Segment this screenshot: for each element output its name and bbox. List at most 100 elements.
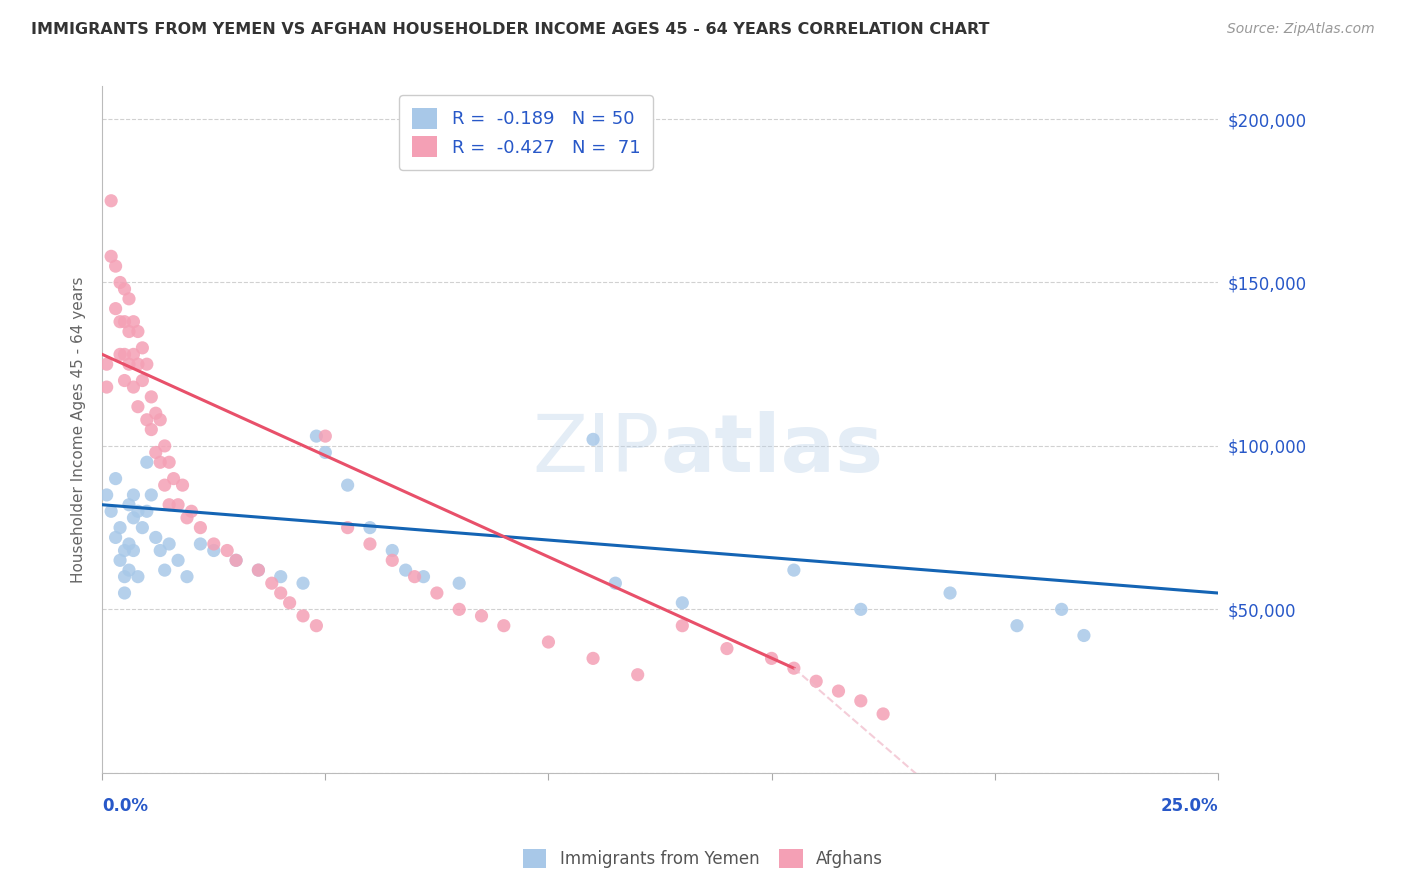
- Point: [872, 706, 894, 721]
- Point: [761, 651, 783, 665]
- Point: [190, 537, 212, 551]
- Point: [202, 543, 225, 558]
- Point: [247, 563, 270, 577]
- Point: [131, 341, 153, 355]
- Point: [176, 569, 198, 583]
- Point: [404, 569, 426, 583]
- Point: [141, 488, 163, 502]
- Point: [176, 511, 198, 525]
- Point: [783, 563, 806, 577]
- Point: [149, 543, 172, 558]
- Point: [114, 586, 136, 600]
- Point: [381, 543, 404, 558]
- Point: [118, 498, 141, 512]
- Point: [605, 576, 627, 591]
- Text: 0.0%: 0.0%: [103, 797, 148, 814]
- Point: [118, 292, 141, 306]
- Legend: Immigrants from Yemen, Afghans: Immigrants from Yemen, Afghans: [516, 842, 890, 875]
- Point: [135, 357, 157, 371]
- Point: [149, 413, 172, 427]
- Point: [671, 596, 693, 610]
- Point: [492, 618, 515, 632]
- Point: [426, 586, 449, 600]
- Point: [131, 521, 153, 535]
- Point: [141, 390, 163, 404]
- Point: [127, 569, 149, 583]
- Point: [100, 504, 122, 518]
- Point: [278, 596, 301, 610]
- Point: [104, 531, 127, 545]
- Text: 25.0%: 25.0%: [1160, 797, 1218, 814]
- Point: [225, 553, 247, 567]
- Point: [157, 537, 180, 551]
- Point: [108, 553, 131, 567]
- Point: [247, 563, 270, 577]
- Point: [470, 608, 492, 623]
- Point: [359, 521, 381, 535]
- Point: [270, 569, 292, 583]
- Point: [135, 413, 157, 427]
- Text: Source: ZipAtlas.com: Source: ZipAtlas.com: [1227, 22, 1375, 37]
- Point: [217, 543, 239, 558]
- Point: [395, 563, 418, 577]
- Point: [135, 504, 157, 518]
- Point: [96, 488, 118, 502]
- Point: [108, 521, 131, 535]
- Point: [305, 618, 328, 632]
- Point: [167, 498, 190, 512]
- Point: [145, 406, 167, 420]
- Legend: R =  -0.189   N = 50, R =  -0.427   N =  71: R = -0.189 N = 50, R = -0.427 N = 71: [399, 95, 652, 169]
- Point: [180, 504, 202, 518]
- Text: atlas: atlas: [659, 411, 883, 489]
- Point: [1073, 628, 1095, 642]
- Point: [849, 602, 872, 616]
- Point: [153, 478, 176, 492]
- Point: [145, 531, 167, 545]
- Point: [359, 537, 381, 551]
- Point: [104, 259, 127, 273]
- Y-axis label: Householder Income Ages 45 - 64 years: Householder Income Ages 45 - 64 years: [72, 277, 86, 582]
- Point: [127, 504, 149, 518]
- Point: [449, 576, 471, 591]
- Point: [141, 423, 163, 437]
- Point: [100, 249, 122, 263]
- Point: [582, 433, 605, 447]
- Point: [225, 553, 247, 567]
- Point: [114, 282, 136, 296]
- Point: [157, 455, 180, 469]
- Point: [96, 357, 118, 371]
- Point: [827, 684, 849, 698]
- Point: [1005, 618, 1028, 632]
- Point: [202, 537, 225, 551]
- Point: [716, 641, 738, 656]
- Point: [314, 429, 336, 443]
- Point: [118, 563, 141, 577]
- Point: [114, 315, 136, 329]
- Point: [627, 667, 650, 681]
- Point: [135, 455, 157, 469]
- Point: [582, 651, 605, 665]
- Point: [806, 674, 828, 689]
- Point: [336, 478, 359, 492]
- Point: [108, 276, 131, 290]
- Point: [783, 661, 806, 675]
- Point: [127, 325, 149, 339]
- Point: [336, 521, 359, 535]
- Point: [1050, 602, 1073, 616]
- Point: [381, 553, 404, 567]
- Point: [114, 569, 136, 583]
- Point: [270, 586, 292, 600]
- Point: [122, 315, 145, 329]
- Text: IMMIGRANTS FROM YEMEN VS AFGHAN HOUSEHOLDER INCOME AGES 45 - 64 YEARS CORRELATIO: IMMIGRANTS FROM YEMEN VS AFGHAN HOUSEHOL…: [31, 22, 990, 37]
- Point: [314, 445, 336, 459]
- Point: [108, 315, 131, 329]
- Point: [118, 325, 141, 339]
- Point: [153, 563, 176, 577]
- Point: [114, 543, 136, 558]
- Point: [118, 537, 141, 551]
- Point: [412, 569, 434, 583]
- Point: [96, 380, 118, 394]
- Point: [292, 576, 315, 591]
- Point: [153, 439, 176, 453]
- Point: [118, 357, 141, 371]
